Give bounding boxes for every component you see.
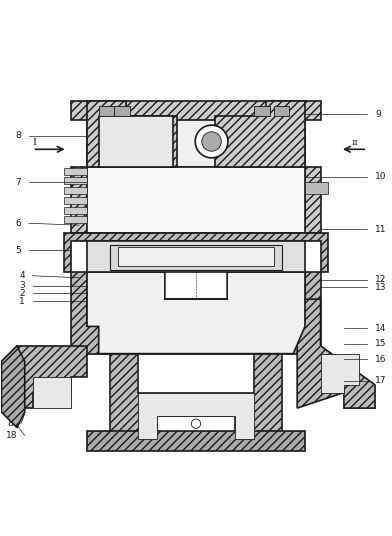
- Polygon shape: [71, 101, 321, 167]
- Bar: [254, 107, 270, 116]
- Text: 10: 10: [375, 172, 387, 181]
- Text: 18: 18: [5, 431, 17, 440]
- Polygon shape: [64, 187, 87, 194]
- Bar: [274, 107, 289, 116]
- Polygon shape: [33, 377, 71, 408]
- Text: 8: 8: [7, 419, 13, 428]
- Text: II: II: [352, 139, 358, 147]
- Text: 7: 7: [15, 178, 21, 187]
- Text: 5: 5: [15, 246, 21, 255]
- Text: 17: 17: [375, 376, 387, 385]
- Circle shape: [195, 125, 228, 158]
- Bar: [305, 182, 328, 194]
- Polygon shape: [71, 272, 321, 354]
- Text: 16: 16: [375, 355, 387, 364]
- Text: 11: 11: [375, 225, 387, 234]
- Polygon shape: [216, 101, 305, 167]
- Text: 13: 13: [375, 283, 387, 292]
- Polygon shape: [64, 216, 87, 223]
- Bar: [99, 107, 114, 116]
- Text: 14: 14: [375, 324, 387, 333]
- Text: 9: 9: [375, 110, 381, 119]
- Text: 6: 6: [15, 219, 21, 228]
- Polygon shape: [297, 299, 375, 408]
- Text: 12: 12: [375, 275, 387, 284]
- Text: I: I: [33, 138, 36, 147]
- Polygon shape: [111, 354, 281, 440]
- Text: 2: 2: [19, 289, 25, 298]
- Polygon shape: [64, 233, 328, 272]
- Polygon shape: [17, 346, 87, 408]
- Text: 1: 1: [19, 296, 25, 306]
- Text: 15: 15: [375, 339, 387, 348]
- Polygon shape: [71, 167, 321, 233]
- Polygon shape: [64, 168, 87, 175]
- Circle shape: [202, 132, 221, 151]
- Bar: [111, 244, 281, 270]
- Polygon shape: [99, 120, 293, 167]
- Polygon shape: [87, 241, 305, 272]
- Polygon shape: [64, 177, 87, 184]
- Text: 8: 8: [15, 131, 21, 140]
- Polygon shape: [64, 197, 87, 204]
- Polygon shape: [87, 431, 305, 451]
- Polygon shape: [87, 167, 305, 233]
- Polygon shape: [138, 392, 254, 440]
- Polygon shape: [2, 346, 25, 428]
- Polygon shape: [321, 354, 359, 392]
- Polygon shape: [87, 272, 305, 354]
- Polygon shape: [99, 116, 172, 167]
- Bar: [114, 107, 130, 116]
- Polygon shape: [118, 247, 274, 266]
- Text: 4: 4: [19, 271, 25, 280]
- Text: 3: 3: [19, 281, 25, 290]
- Circle shape: [191, 419, 201, 428]
- Polygon shape: [87, 101, 176, 167]
- Polygon shape: [64, 206, 87, 213]
